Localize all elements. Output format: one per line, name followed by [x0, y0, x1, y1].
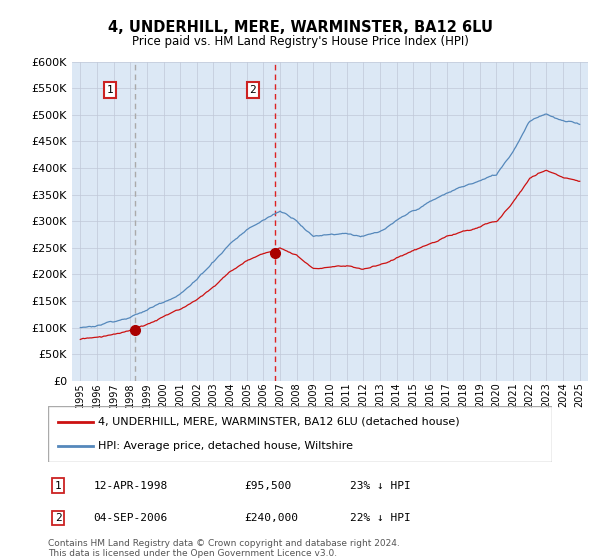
Text: 4, UNDERHILL, MERE, WARMINSTER, BA12 6LU (detached house): 4, UNDERHILL, MERE, WARMINSTER, BA12 6LU… — [98, 417, 460, 427]
Text: 22% ↓ HPI: 22% ↓ HPI — [350, 513, 411, 523]
Text: 23% ↓ HPI: 23% ↓ HPI — [350, 480, 411, 491]
Text: Contains HM Land Registry data © Crown copyright and database right 2024.
This d: Contains HM Land Registry data © Crown c… — [48, 539, 400, 558]
Text: 04-SEP-2006: 04-SEP-2006 — [94, 513, 167, 523]
Text: 2: 2 — [55, 513, 61, 523]
Text: 4, UNDERHILL, MERE, WARMINSTER, BA12 6LU: 4, UNDERHILL, MERE, WARMINSTER, BA12 6LU — [107, 20, 493, 35]
Text: £95,500: £95,500 — [245, 480, 292, 491]
Text: 12-APR-1998: 12-APR-1998 — [94, 480, 167, 491]
Text: 1: 1 — [55, 480, 61, 491]
Text: Price paid vs. HM Land Registry's House Price Index (HPI): Price paid vs. HM Land Registry's House … — [131, 35, 469, 48]
Text: £240,000: £240,000 — [245, 513, 299, 523]
Text: 1: 1 — [107, 85, 113, 95]
Text: HPI: Average price, detached house, Wiltshire: HPI: Average price, detached house, Wilt… — [98, 441, 353, 451]
Text: 2: 2 — [250, 85, 256, 95]
